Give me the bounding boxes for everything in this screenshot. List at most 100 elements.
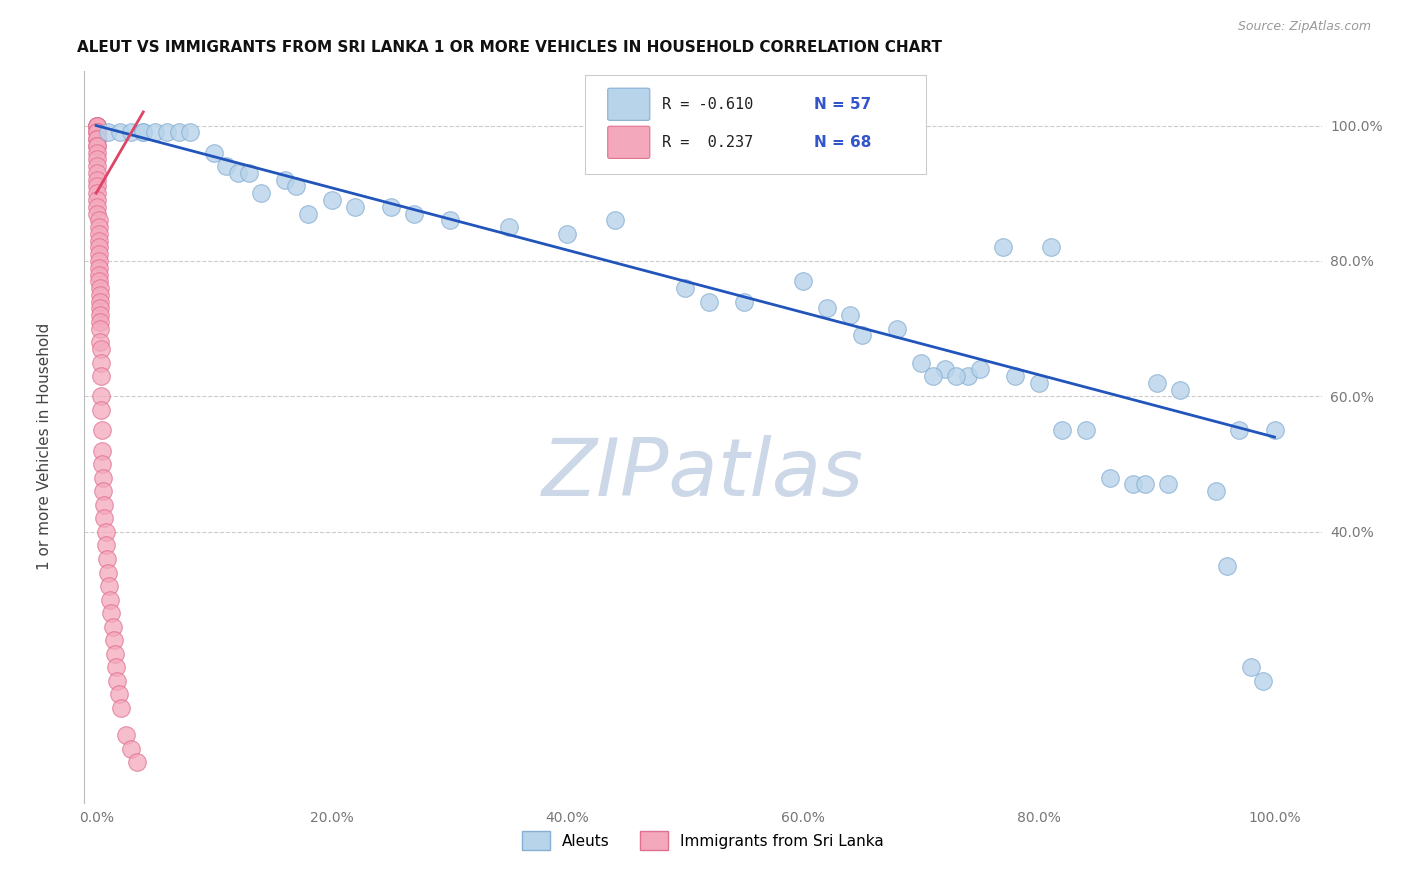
Point [921, 369, 943, 384]
Point [297, 206, 319, 220]
FancyBboxPatch shape [585, 75, 925, 174]
Point [89, 301, 111, 316]
Point [96, 552, 118, 566]
Point [404, 206, 426, 220]
Point [344, 200, 367, 214]
Text: 1 or more Vehicles in Household: 1 or more Vehicles in Household [38, 322, 52, 570]
Point [89, 288, 111, 302]
Point [673, 281, 696, 295]
Point [86, 159, 108, 173]
Point [969, 362, 991, 376]
Point [321, 193, 343, 207]
Point [86, 193, 108, 207]
Point [121, 125, 143, 139]
Point [121, 741, 143, 756]
Point [91, 423, 114, 437]
Point [127, 755, 149, 769]
Point [89, 294, 111, 309]
Point [90, 403, 112, 417]
Point [87, 240, 110, 254]
Point [87, 260, 110, 275]
Point [1146, 376, 1168, 390]
Point [1205, 484, 1227, 499]
Text: R =  0.237: R = 0.237 [662, 135, 754, 150]
Point [108, 125, 131, 139]
Point [250, 186, 273, 201]
Point [993, 240, 1015, 254]
Point [110, 701, 132, 715]
Point [86, 145, 108, 160]
Point [86, 166, 108, 180]
Point [285, 179, 308, 194]
Point [91, 471, 114, 485]
Point [179, 125, 201, 139]
Point [89, 281, 111, 295]
Point [143, 125, 166, 139]
Text: N = 68: N = 68 [814, 135, 872, 150]
Point [93, 498, 115, 512]
Point [1074, 423, 1097, 437]
Point [86, 119, 108, 133]
Point [815, 301, 838, 316]
Point [156, 125, 179, 139]
Point [1227, 423, 1250, 437]
Point [557, 227, 579, 241]
Point [87, 268, 110, 282]
Point [1216, 558, 1239, 573]
Point [132, 125, 155, 139]
Point [1240, 660, 1263, 674]
Point [86, 172, 108, 186]
Point [100, 606, 122, 620]
Point [87, 254, 110, 268]
Point [226, 166, 249, 180]
FancyBboxPatch shape [607, 126, 650, 159]
Point [90, 342, 112, 356]
Point [86, 200, 108, 214]
Point [94, 538, 117, 552]
Point [86, 139, 108, 153]
Point [86, 132, 108, 146]
Point [498, 220, 520, 235]
Point [90, 389, 112, 403]
Point [97, 566, 120, 580]
Point [86, 119, 108, 133]
Point [86, 132, 108, 146]
Point [98, 592, 121, 607]
Point [91, 443, 114, 458]
Point [103, 633, 125, 648]
Point [238, 166, 260, 180]
Point [934, 362, 956, 376]
Point [86, 125, 108, 139]
Point [105, 673, 128, 688]
Point [167, 125, 190, 139]
Point [839, 308, 862, 322]
Point [792, 274, 814, 288]
Point [697, 294, 720, 309]
Point [87, 234, 110, 248]
Point [87, 274, 110, 288]
Point [94, 524, 117, 539]
Point [89, 322, 111, 336]
Point [97, 125, 120, 139]
Point [89, 308, 111, 322]
Point [107, 688, 129, 702]
Point [86, 139, 108, 153]
Point [86, 153, 108, 167]
Text: Source: ZipAtlas.com: Source: ZipAtlas.com [1237, 20, 1371, 33]
Text: R = -0.610: R = -0.610 [662, 96, 754, 112]
Text: N = 57: N = 57 [814, 96, 872, 112]
Point [910, 355, 932, 369]
Point [87, 220, 110, 235]
Point [87, 247, 110, 261]
Point [91, 457, 114, 471]
Point [86, 179, 108, 194]
Point [215, 159, 238, 173]
Point [439, 213, 461, 227]
Point [1251, 673, 1274, 688]
Point [98, 579, 121, 593]
Point [93, 511, 115, 525]
Point [733, 294, 755, 309]
Point [104, 647, 127, 661]
Point [86, 186, 108, 201]
Point [1157, 477, 1180, 491]
